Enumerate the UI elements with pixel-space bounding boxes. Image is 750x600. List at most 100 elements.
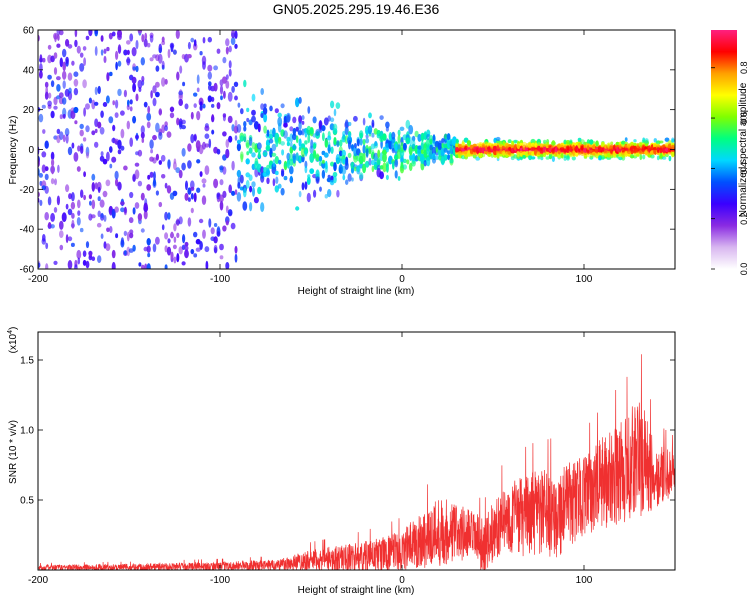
spectrogram-cell [306, 176, 311, 185]
snr-panel: -200 -100 0 100 0.5 1.0 1.5 (x104) SNR (10 * … [7, 327, 676, 596]
spectrogram-cell [50, 212, 55, 222]
spectrogram-cells [38, 30, 675, 269]
spectrogram-cell [126, 120, 130, 130]
spectrogram-cell [134, 169, 140, 180]
spectrogram-cell [426, 156, 431, 167]
spectrogram-cell [253, 196, 259, 204]
spectrogram-cell [175, 30, 180, 40]
spectrogram-cell [67, 146, 73, 156]
spectrogram-cell [324, 194, 328, 199]
spectrogram-cell [128, 217, 134, 224]
spectrogram-cell [616, 146, 619, 152]
y-tick-label: -20 [20, 185, 35, 196]
spectrogram-cell [665, 153, 669, 158]
spectrogram-cell [301, 115, 305, 121]
spectrogram-cell [173, 223, 177, 232]
spectrogram-cell [68, 193, 72, 200]
snr-plot-area [38, 332, 675, 570]
spectrogram-cell [85, 241, 90, 249]
spectrogram-cell [333, 108, 337, 117]
spectrogram-cell [187, 41, 191, 50]
spectrogram-cell [307, 106, 311, 114]
spectrogram-cell [202, 61, 206, 70]
spectrogram-cell [38, 262, 41, 269]
spectrogram-cell [105, 179, 111, 187]
snr-frame [37, 331, 676, 571]
spectrogram-cell [630, 149, 634, 155]
spectrogram-cell [97, 255, 102, 263]
spectrogram-cell [94, 46, 98, 56]
spectrogram-cell [90, 214, 96, 219]
spectrogram-cell [231, 160, 235, 171]
spectrogram-cell [263, 103, 267, 108]
spectrogram-cell [173, 161, 177, 171]
spectrogram-cell [411, 139, 416, 148]
spectrogram-cell [382, 134, 387, 140]
spectrogram-cell [362, 117, 366, 126]
spectrogram-cell [260, 103, 265, 110]
spectrogram-cell [344, 119, 349, 129]
spectrogram-cell [172, 190, 178, 197]
spectrogram-cell [435, 155, 439, 160]
spectrogram-cell [347, 131, 352, 138]
spectrogram-cell [190, 193, 194, 200]
spectrogram-cell [155, 190, 159, 196]
spectrogram-cell [50, 110, 55, 119]
spectrogram-cell [120, 110, 125, 116]
spectrogram-cell [126, 246, 131, 257]
spectrogram-cell [319, 186, 322, 192]
spectrogram-cell [248, 136, 253, 147]
spectrogram-cell [123, 89, 127, 98]
spectrogram-cell [231, 190, 236, 196]
spectrogram-cell [342, 130, 346, 137]
spectrogram-cell [146, 184, 152, 191]
spectrogram-cell [112, 124, 116, 132]
spectrogram-cell [251, 152, 256, 158]
spectrogram-cell [181, 119, 186, 125]
spectrogram-cell [193, 39, 197, 47]
spectrogram-cell [70, 242, 75, 247]
spectrogram-cell [99, 199, 105, 208]
spectrogram-cell [251, 93, 256, 102]
spectrogram-cell [190, 207, 194, 214]
spectrogram-cell [54, 34, 57, 43]
spectrogram-cell [327, 135, 332, 141]
spectrogram-cell [359, 172, 364, 180]
spectrogram-cell [493, 142, 497, 147]
spectrogram-cell [193, 92, 198, 97]
spectrogram-cell [106, 151, 110, 162]
spectrogram-cell [100, 110, 104, 118]
spectrogram-cell [344, 161, 349, 171]
spectrogram-cell [42, 234, 46, 242]
spectrogram-cell [274, 132, 280, 143]
colorbar: 0.0 0.2 0.4 0.6 0.8 Normalized spectral ampl… [711, 30, 749, 275]
spectrogram-cell [382, 152, 387, 163]
snr-ylabel: SNR (10 * v/v) [8, 420, 19, 484]
spectrogram-cell [193, 253, 198, 258]
spectrogram-cell [659, 152, 663, 159]
spectrogram-cell [85, 35, 90, 41]
spectrogram-cell [59, 230, 64, 239]
spectrogram-cell [379, 115, 384, 120]
spectrogram-cell [236, 143, 241, 152]
spectrogram-cell [435, 146, 439, 154]
spectrogram-cell [650, 154, 655, 159]
spectrogram-cell [653, 138, 657, 143]
spectrogram-cell [44, 185, 49, 194]
spectrogram-cell [365, 148, 369, 158]
spectrogram-cell [348, 139, 352, 150]
spectrogram-cell [527, 142, 533, 149]
spectrogram-cell [117, 88, 122, 97]
spectrogram-cell [228, 184, 232, 194]
spectrogram-cell [213, 236, 218, 244]
spectrogram-cell [53, 207, 58, 213]
spectrogram-cell [330, 117, 335, 123]
spectrogram-cell [79, 227, 84, 233]
spectrogram-cell [228, 135, 233, 143]
spectrogram-cell [481, 144, 486, 149]
spectrogram-cell [76, 166, 81, 172]
spectrogram-cell [169, 42, 175, 49]
spectrogram-cell [269, 105, 273, 112]
spectrogram-cell [77, 199, 81, 209]
spectrogram-cell [73, 78, 79, 87]
